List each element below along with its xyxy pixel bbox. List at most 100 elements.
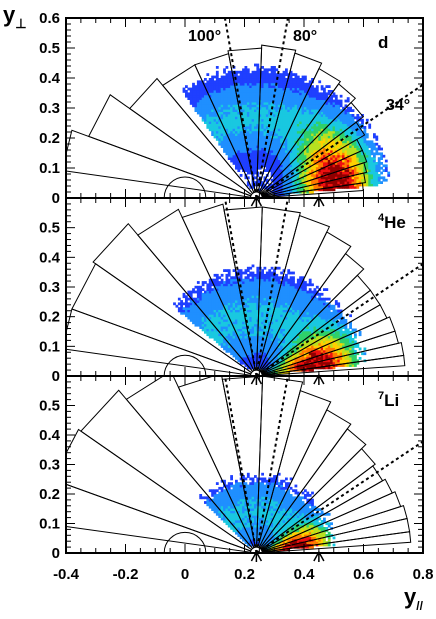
heatmap-cell bbox=[194, 300, 198, 303]
heatmap-cell bbox=[296, 292, 300, 296]
heatmap-cell bbox=[230, 278, 233, 282]
heatmap-cell bbox=[325, 133, 329, 136]
y-tick-label: 0.4 bbox=[39, 70, 61, 87]
heatmap-cell bbox=[223, 314, 226, 318]
heatmap-cell bbox=[244, 278, 248, 282]
heatmap-cell bbox=[273, 150, 276, 153]
heatmap-cell bbox=[223, 109, 226, 112]
heatmap-cell bbox=[263, 152, 267, 156]
heatmap-cell bbox=[268, 281, 272, 284]
heatmap-cell bbox=[356, 164, 360, 168]
heatmap-cell bbox=[277, 283, 281, 287]
heatmap-cell bbox=[242, 349, 245, 353]
heatmap-cell bbox=[249, 85, 253, 88]
heatmap-cell bbox=[384, 166, 388, 170]
heatmap-cell bbox=[194, 307, 198, 310]
heatmap-cell bbox=[299, 321, 302, 325]
heatmap-cell bbox=[334, 181, 338, 184]
heatmap-cell bbox=[342, 128, 345, 132]
heatmap-cell bbox=[254, 75, 257, 79]
heatmap-cell bbox=[308, 190, 312, 194]
y-tick-label: 0.1 bbox=[39, 160, 60, 177]
heatmap-cell bbox=[280, 328, 283, 332]
heatmap-cell bbox=[330, 142, 333, 146]
heatmap-cell bbox=[285, 97, 288, 100]
heatmap-cell bbox=[325, 154, 329, 158]
heatmap-cell bbox=[237, 130, 241, 134]
heatmap-cell bbox=[282, 269, 286, 272]
heatmap-cell bbox=[258, 106, 262, 110]
heatmap-cell bbox=[313, 94, 317, 98]
heatmap-cell bbox=[220, 311, 224, 315]
heatmap-cell bbox=[351, 183, 355, 187]
heatmap-cell bbox=[215, 123, 219, 127]
heatmap-cell bbox=[311, 166, 314, 170]
heatmap-cell bbox=[280, 159, 283, 163]
heatmap-cell bbox=[301, 90, 305, 93]
heatmap-cell bbox=[349, 174, 352, 177]
heatmap-cell bbox=[330, 135, 333, 139]
heatmap-cell bbox=[239, 150, 243, 153]
heatmap-cell bbox=[265, 114, 269, 117]
heatmap-cell bbox=[227, 90, 231, 93]
heatmap-cell bbox=[206, 73, 210, 76]
heatmap-cell bbox=[244, 157, 248, 160]
heatmap-cell bbox=[287, 126, 291, 129]
heatmap-cell bbox=[280, 111, 283, 115]
heatmap-cell bbox=[251, 183, 255, 187]
heatmap-cell bbox=[230, 80, 233, 84]
heatmap-cell bbox=[296, 297, 300, 301]
heatmap-cell bbox=[292, 133, 295, 136]
heatmap-cell bbox=[258, 352, 262, 356]
heatmap-cell bbox=[211, 302, 214, 306]
heatmap-cell bbox=[244, 164, 248, 168]
heatmap-cell bbox=[192, 314, 195, 318]
heatmap-cell bbox=[292, 116, 295, 120]
heatmap-cell bbox=[244, 354, 248, 358]
heatmap-cell bbox=[227, 145, 231, 148]
heatmap-cell bbox=[256, 87, 260, 91]
heatmap-cell bbox=[242, 292, 245, 296]
heatmap-cell bbox=[218, 304, 222, 308]
heatmap-cell bbox=[270, 123, 274, 127]
heatmap-cell bbox=[294, 188, 298, 192]
heatmap-cell bbox=[246, 366, 250, 370]
heatmap-cell bbox=[285, 104, 288, 108]
heatmap-cell bbox=[230, 140, 233, 144]
heatmap-cell bbox=[263, 126, 267, 129]
heatmap-cell bbox=[225, 328, 229, 332]
heatmap-cell bbox=[277, 73, 281, 76]
heatmap-cell bbox=[225, 130, 229, 134]
heatmap-cell bbox=[261, 314, 264, 318]
heatmap-cell bbox=[342, 106, 345, 110]
heatmap-cell bbox=[315, 128, 319, 132]
heatmap-cell bbox=[275, 314, 279, 318]
heatmap-cell bbox=[258, 138, 262, 141]
heatmap-cell bbox=[246, 80, 250, 84]
heatmap-cell bbox=[235, 290, 238, 294]
heatmap-cell bbox=[368, 150, 372, 153]
heatmap-cell bbox=[227, 319, 231, 322]
heatmap-cell bbox=[301, 140, 305, 144]
heatmap-cell bbox=[315, 138, 319, 141]
heatmap-cell bbox=[177, 307, 181, 310]
heatmap-cell bbox=[265, 121, 269, 124]
heatmap-cell bbox=[225, 333, 229, 337]
heatmap-cell bbox=[254, 278, 257, 282]
heatmap-cell bbox=[287, 174, 291, 177]
heatmap-cell bbox=[218, 94, 222, 98]
heatmap-cell bbox=[296, 135, 300, 139]
heatmap-cell bbox=[339, 126, 343, 129]
heatmap-cell bbox=[299, 80, 302, 84]
heatmap-cell bbox=[256, 92, 260, 96]
heatmap-cell bbox=[254, 154, 257, 158]
heatmap-cell bbox=[211, 283, 214, 287]
heatmap-cell bbox=[256, 283, 260, 287]
heatmap-cell bbox=[230, 118, 233, 122]
heatmap-cell bbox=[299, 90, 302, 93]
heatmap-cell bbox=[325, 118, 329, 122]
heatmap-cell bbox=[280, 304, 283, 308]
heatmap-cell bbox=[208, 326, 212, 329]
heatmap-cell bbox=[235, 111, 238, 115]
heatmap-cell bbox=[299, 164, 302, 168]
